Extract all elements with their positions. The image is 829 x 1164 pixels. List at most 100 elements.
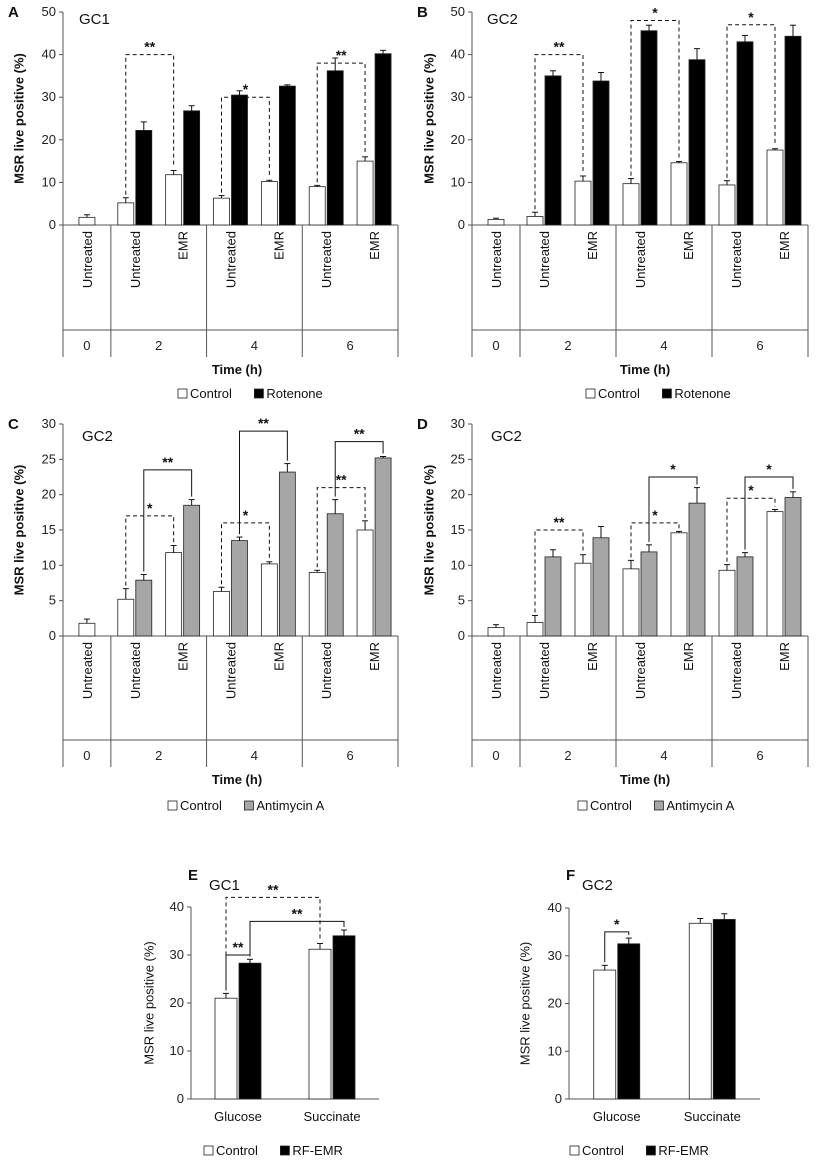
- significance-bracket: [143, 469, 193, 572]
- bar-antimycin-a: [231, 540, 248, 637]
- bar-control: [622, 568, 640, 637]
- bar-control: [526, 216, 544, 226]
- panel-letter: F: [566, 867, 575, 884]
- significance-label: **: [354, 426, 365, 442]
- panel-letter: B: [417, 4, 428, 21]
- significance-label: **: [554, 39, 565, 55]
- x-category-label: EMR: [176, 231, 191, 260]
- y-tick-label: 5: [458, 593, 465, 608]
- x-category-label: Untreated: [729, 231, 744, 288]
- bar-control: [487, 219, 505, 226]
- bar-rotenone: [183, 110, 201, 226]
- y-tick-label: 5: [49, 593, 56, 608]
- significance-label: *: [243, 507, 249, 523]
- bar-rotenone: [688, 59, 706, 226]
- panel-title: GC2: [487, 11, 518, 28]
- y-tick-label: 20: [170, 995, 184, 1010]
- significance-label: **: [144, 39, 155, 55]
- bar-control: [117, 202, 135, 226]
- y-tick-label: 50: [42, 4, 56, 19]
- significance-bracket: [221, 522, 270, 585]
- bar-antimycin-a: [135, 579, 153, 637]
- legend-swatch: [177, 388, 188, 399]
- bar-rotenone: [135, 130, 153, 226]
- bar-control: [117, 598, 135, 637]
- legend-label: Control: [598, 386, 640, 401]
- significance-label: **: [336, 472, 347, 488]
- y-tick-label: 30: [548, 948, 562, 963]
- significance-bracket: [316, 62, 366, 183]
- bar-control: [688, 922, 712, 1100]
- legend-swatch: [253, 388, 264, 399]
- y-tick-label: 30: [451, 416, 465, 431]
- y-axis-label: MSR live positive (%): [422, 53, 437, 184]
- legend-swatch: [646, 1145, 656, 1156]
- bar-antimycin-a: [278, 471, 296, 637]
- x-category-label: Untreated: [224, 231, 239, 288]
- legend-swatch: [585, 388, 596, 399]
- bar-control: [165, 552, 183, 637]
- bar-control: [670, 162, 688, 226]
- x-category-label: Untreated: [80, 231, 95, 288]
- significance-bracket: [125, 515, 175, 586]
- x-group-label: 4: [251, 748, 258, 763]
- x-category-label: EMR: [777, 642, 792, 671]
- significance-bracket: [239, 430, 288, 535]
- x-category-label: EMR: [585, 642, 600, 671]
- significance-label: *: [614, 916, 620, 932]
- significance-bracket: [648, 476, 698, 542]
- x-category-label: Succinate: [684, 1109, 741, 1124]
- y-tick-label: 30: [451, 89, 465, 104]
- y-tick-label: 10: [451, 557, 465, 572]
- y-tick-label: 40: [170, 899, 184, 914]
- bar-control: [574, 562, 592, 637]
- x-group-label: 2: [564, 338, 571, 353]
- significance-label: *: [748, 9, 754, 25]
- bar-antimycin-a: [736, 556, 754, 637]
- x-category-label: EMR: [681, 231, 696, 260]
- panel-letter: A: [8, 4, 19, 21]
- y-tick-label: 10: [170, 1043, 184, 1058]
- significance-bracket: [249, 920, 345, 957]
- x-group-label: 2: [155, 338, 162, 353]
- legend-label: Control: [180, 798, 222, 813]
- x-group-label: 6: [756, 338, 763, 353]
- y-tick-label: 30: [42, 89, 56, 104]
- y-tick-label: 15: [451, 522, 465, 537]
- legend-swatch: [577, 800, 588, 811]
- significance-label: **: [162, 454, 173, 470]
- y-tick-label: 40: [548, 900, 562, 915]
- x-axis-label: Time (h): [212, 362, 262, 377]
- x-group-label: 0: [492, 338, 499, 353]
- panel-title: GC2: [582, 877, 613, 894]
- x-category-label: EMR: [271, 231, 286, 260]
- y-tick-label: 10: [42, 174, 56, 189]
- bar-control: [214, 997, 238, 1100]
- x-category-label: Untreated: [633, 231, 648, 288]
- legend-label: Control: [216, 1143, 258, 1158]
- legend-label: Rotenone: [266, 386, 322, 401]
- x-group-label: 4: [660, 748, 667, 763]
- significance-label: *: [748, 482, 754, 498]
- bar-control: [574, 180, 592, 226]
- y-tick-label: 30: [42, 416, 56, 431]
- y-tick-label: 0: [177, 1091, 184, 1106]
- significance-bracket: [630, 20, 680, 176]
- x-category-label: Untreated: [128, 642, 143, 699]
- bar-control: [487, 627, 505, 637]
- bar-rotenone: [326, 70, 344, 226]
- x-category-label: Succinate: [303, 1109, 360, 1124]
- panel-title: GC1: [79, 11, 110, 28]
- y-tick-label: 30: [170, 947, 184, 962]
- x-category-label: EMR: [271, 642, 286, 671]
- y-axis-label: MSR live positive (%): [142, 941, 157, 1065]
- legend-label: Rotenone: [674, 386, 730, 401]
- bar-control: [165, 174, 183, 226]
- y-tick-label: 20: [451, 132, 465, 147]
- bar-control: [260, 181, 278, 226]
- x-group-label: 4: [660, 338, 667, 353]
- bar-rotenone: [736, 41, 754, 226]
